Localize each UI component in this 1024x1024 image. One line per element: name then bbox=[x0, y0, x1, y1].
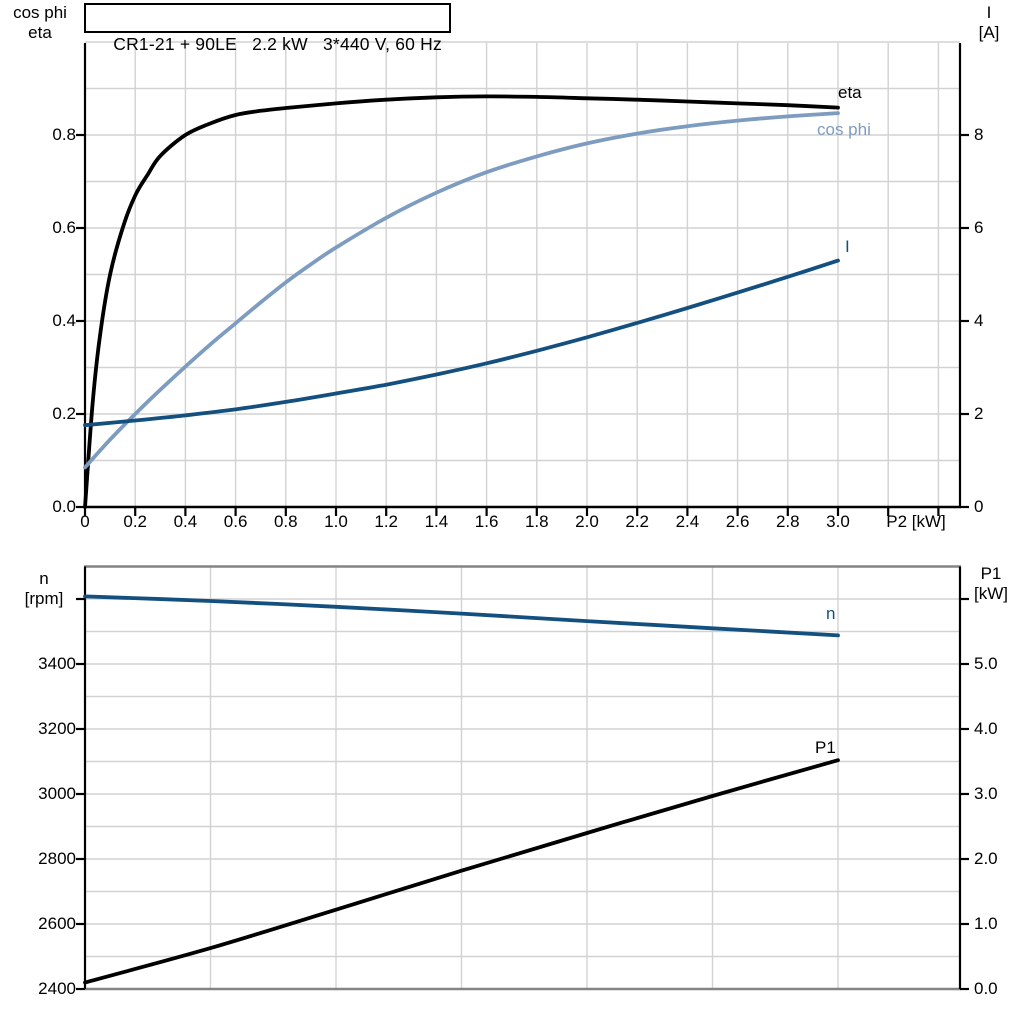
top-right-tick-label: 6 bbox=[974, 218, 984, 237]
top-right-tick-label: 0 bbox=[974, 497, 984, 516]
x-tick-label: 0 bbox=[80, 512, 90, 531]
x-tick-label: 2.8 bbox=[775, 512, 800, 531]
axis-title-eta: eta bbox=[28, 23, 52, 42]
top-left-tick-label: 0.6 bbox=[52, 218, 76, 237]
x-axis-label: P2 [kW] bbox=[886, 512, 946, 531]
x-tick-label: 1.4 bbox=[424, 512, 449, 531]
top-left-axis-title: cos phi eta bbox=[2, 3, 78, 43]
bottom-right-tick-label: 2.0 bbox=[974, 849, 998, 868]
top-left-tick-label: 0.8 bbox=[52, 125, 76, 144]
eta-curve-label: eta bbox=[838, 83, 862, 102]
bottom-left-tick-label: 3000 bbox=[38, 784, 76, 803]
chart-title-box: CR1-21 + 90LE 2.2 kW 3*440 V, 60 Hz bbox=[84, 3, 451, 54]
cos-phi-curve bbox=[83, 111, 840, 470]
top-left-tick-label: 0.4 bbox=[52, 311, 76, 330]
x-tick-label: 0.6 bbox=[223, 512, 248, 531]
eta-curve bbox=[83, 94, 840, 509]
p1-curve bbox=[83, 758, 840, 985]
top-left-tick-label: 0.2 bbox=[52, 404, 76, 423]
x-tick-label: 1.0 bbox=[324, 512, 348, 531]
x-tick-label: 1.8 bbox=[524, 512, 549, 531]
x-tick-label: 2.4 bbox=[675, 512, 700, 531]
x-tick-label: 0.4 bbox=[173, 512, 198, 531]
top-right-tick-label: 8 bbox=[974, 125, 984, 144]
bottom-right-tick-label: 5.0 bbox=[974, 654, 998, 673]
x-tick-label: 3.0 bbox=[826, 512, 850, 531]
bottom-left-axis-title: n [rpm] bbox=[12, 569, 76, 609]
axis-title-ampere-unit: [A] bbox=[978, 23, 1000, 42]
chart-title: CR1-21 + 90LE 2.2 kW 3*440 V, 60 Hz bbox=[113, 34, 442, 54]
axis-title-kw-unit: [kW] bbox=[974, 584, 1008, 603]
axis-title-rpm-unit: [rpm] bbox=[24, 589, 64, 608]
axis-title-p1: P1 bbox=[980, 564, 1002, 583]
bottom-left-tick-label: 2800 bbox=[38, 849, 76, 868]
bottom-left-tick-label: 3400 bbox=[38, 654, 76, 673]
bottom-right-tick-label: 0.0 bbox=[974, 979, 998, 998]
axis-title-cosphi: cos phi bbox=[13, 3, 67, 22]
axis-title-speed: n bbox=[39, 569, 49, 588]
top-right-tick-label: 4 bbox=[974, 311, 984, 330]
x-tick-label: 0.8 bbox=[273, 512, 298, 531]
x-tick-label: 1.2 bbox=[374, 512, 398, 531]
x-tick-label: 1.6 bbox=[474, 512, 499, 531]
bottom-right-tick-label: 4.0 bbox=[974, 719, 998, 738]
speed-curve-label: n bbox=[826, 604, 836, 623]
axis-title-current: I bbox=[986, 3, 992, 22]
x-tick-label: 2.6 bbox=[725, 512, 750, 531]
x-tick-label: 2.0 bbox=[575, 512, 599, 531]
bottom-right-axis-title: P1 [kW] bbox=[963, 564, 1019, 604]
top-right-axis-title: I [A] bbox=[963, 3, 1015, 43]
current-curve bbox=[83, 258, 840, 428]
bottom-left-tick-label: 3200 bbox=[38, 719, 76, 738]
cos-phi-curve-label: cos phi bbox=[817, 120, 871, 139]
bottom-right-tick-label: 1.0 bbox=[974, 914, 998, 933]
bottom-right-tick-label: 3.0 bbox=[974, 784, 998, 803]
bottom-left-tick-label: 2400 bbox=[38, 979, 76, 998]
top-right-tick-label: 2 bbox=[974, 404, 984, 423]
x-tick-label: 2.2 bbox=[625, 512, 649, 531]
x-tick-label: 0.2 bbox=[123, 512, 147, 531]
speed-curve bbox=[83, 594, 840, 638]
top-left-tick-label: 0.0 bbox=[52, 497, 76, 516]
p1-curve-label: P1 bbox=[815, 738, 836, 757]
current-curve-label: I bbox=[845, 237, 850, 256]
bottom-left-tick-label: 2600 bbox=[38, 914, 76, 933]
